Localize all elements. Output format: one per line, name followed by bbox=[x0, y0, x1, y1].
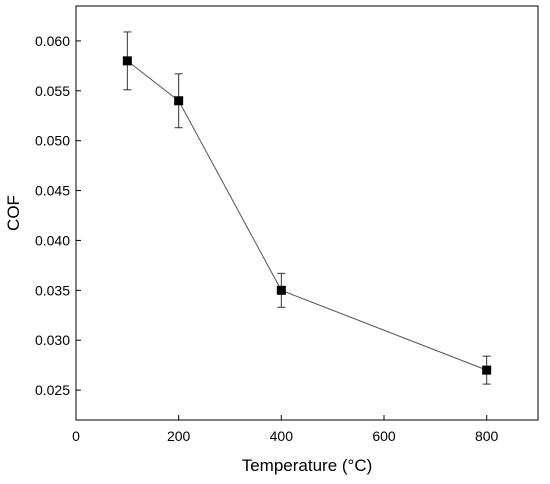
series-line bbox=[126, 60, 487, 371]
series-line-group bbox=[126, 60, 487, 371]
error-bars bbox=[123, 31, 491, 385]
x-tick-label: 200 bbox=[167, 428, 191, 444]
data-points bbox=[122, 56, 492, 375]
y-axis-ticks: 0.025 0.030 0.035 0.040 0.045 0.050 0.055 0.060 bbox=[35, 33, 81, 398]
x-tick-label: 800 bbox=[475, 428, 499, 444]
x-tick-label: 600 bbox=[372, 428, 396, 444]
y-tick-label: 0.055 bbox=[35, 83, 70, 99]
y-tick-label: 0.050 bbox=[35, 133, 70, 149]
y-tick-label: 0.035 bbox=[35, 282, 70, 298]
data-point bbox=[276, 285, 286, 295]
y-tick-label: 0.030 bbox=[35, 332, 70, 348]
y-tick-label: 0.060 bbox=[35, 33, 70, 49]
y-axis-title: COF bbox=[4, 195, 23, 231]
x-axis-ticks: 0 200 400 600 800 bbox=[72, 415, 499, 444]
y-tick-label: 0.025 bbox=[35, 382, 70, 398]
x-tick-label: 0 bbox=[72, 428, 80, 444]
x-tick-label: 400 bbox=[270, 428, 294, 444]
plot-frame bbox=[75, 5, 539, 421]
x-axis-title: Temperature (°C) bbox=[242, 456, 373, 475]
data-point bbox=[174, 96, 184, 106]
data-point bbox=[482, 365, 492, 375]
y-tick-label: 0.045 bbox=[35, 183, 70, 199]
y-tick-label: 0.040 bbox=[35, 232, 70, 248]
data-point bbox=[122, 56, 132, 66]
